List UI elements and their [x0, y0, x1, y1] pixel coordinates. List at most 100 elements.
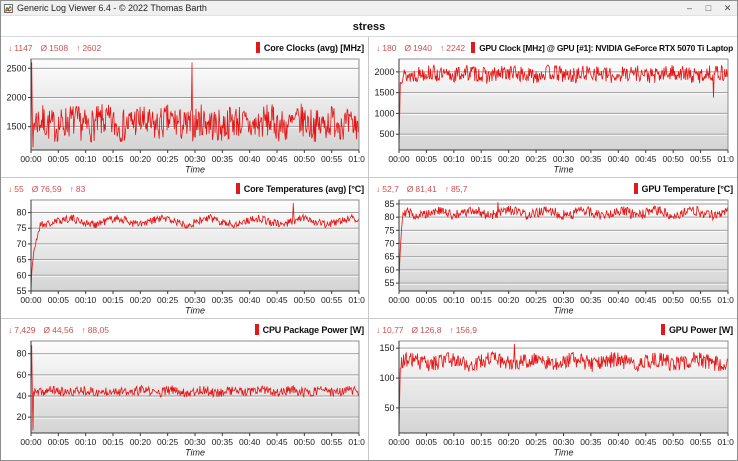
svg-text:75: 75	[384, 225, 394, 235]
stat-min-value: 10,77	[382, 324, 404, 335]
svg-text:00:10: 00:10	[75, 437, 97, 447]
svg-text:85: 85	[384, 199, 394, 209]
svg-text:00:25: 00:25	[525, 295, 547, 305]
stat-min: ↓ 55	[8, 184, 24, 194]
svg-text:01:00: 01:00	[348, 154, 365, 164]
avg-symbol-icon: Ø	[31, 183, 39, 194]
svg-text:80: 80	[384, 212, 394, 222]
stat-max-value: 88,05	[87, 324, 109, 335]
svg-text:00:55: 00:55	[321, 295, 343, 305]
chart-title-text: Core Clocks (avg) [MHz]	[263, 42, 364, 53]
app-icon	[4, 3, 13, 13]
chart-panel-gpu-clock: ↓ 180 Ø 1940 ↑ 2242 GPU Clock [MHz] @ GPU […	[369, 37, 737, 178]
stat-max: ↑ 85,7	[445, 184, 468, 194]
chart-title: Core Temperatures (avg) [°C]	[235, 183, 364, 194]
chart-header: ↓ 55 Ø 76,59 ↑ 83 Core Temperatures (avg) […	[5, 180, 365, 197]
svg-text:00:00: 00:00	[20, 437, 42, 447]
svg-text:00:55: 00:55	[690, 295, 712, 305]
min-arrow-icon: ↓	[8, 42, 13, 53]
avg-symbol-icon: Ø	[40, 42, 48, 53]
svg-text:1500: 1500	[374, 88, 394, 98]
svg-text:00:00: 00:00	[20, 154, 42, 164]
max-arrow-icon: ↑	[81, 324, 86, 335]
chart-plot-core-clocks[interactable]: 1500 2000 2500 00:00 00:05 00:10 00:15 00:20 00:…	[5, 56, 365, 177]
stat-avg: Ø 1940	[404, 43, 432, 53]
window-title: Generic Log Viewer 6.4 - © 2022 Thomas B…	[17, 3, 207, 13]
svg-text:Time: Time	[554, 165, 574, 175]
svg-text:00:30: 00:30	[553, 154, 575, 164]
chart-plot-cpu-package-power[interactable]: 20 40 60 80 00:00 00:05 00:10 00:15 00:20 00:25 00…	[5, 338, 365, 460]
svg-text:1500: 1500	[6, 122, 26, 132]
stat-min: ↓ 7,429	[8, 325, 36, 335]
chart-panel-gpu-power: ↓ 10,77 Ø 126,8 ↑ 156,9 GPU Power [W] 50 100…	[369, 319, 737, 460]
svg-text:00:15: 00:15	[471, 154, 493, 164]
svg-text:2500: 2500	[6, 63, 26, 73]
chart-panel-core-clocks: ↓ 1147 Ø 1508 ↑ 2602 Core Clocks (avg) [MHz…	[1, 37, 369, 178]
maximize-button[interactable]: □	[705, 2, 712, 13]
svg-text:00:05: 00:05	[416, 154, 438, 164]
chart-panel-cpu-package-power: ↓ 7,429 Ø 44,56 ↑ 88,05 CPU Package Power […	[1, 319, 369, 460]
chart-plot-core-temperatures[interactable]: 55 60 65 70 75 80 00:00 00:05 00:10 00:15 00:20 00:…	[5, 197, 365, 318]
svg-text:00:50: 00:50	[294, 295, 316, 305]
stat-max-value: 2602	[82, 42, 102, 53]
avg-symbol-icon: Ø	[411, 324, 419, 335]
stat-avg-value: 44,56	[52, 324, 74, 335]
max-arrow-icon: ↑	[439, 42, 445, 53]
stat-max-value: 2242	[446, 42, 466, 53]
close-button[interactable]: ✕	[723, 2, 732, 13]
chart-header: ↓ 10,77 Ø 126,8 ↑ 156,9 GPU Power [W]	[373, 321, 734, 338]
chart-plot-gpu-clock[interactable]: 500 1000 1500 2000 00:00 00:05 00:10 00:15 00:20…	[373, 56, 734, 177]
svg-text:2000: 2000	[374, 67, 394, 77]
svg-text:01:00: 01:00	[717, 295, 734, 305]
svg-text:00:50: 00:50	[663, 154, 685, 164]
svg-text:500: 500	[379, 129, 394, 139]
svg-text:00:00: 00:00	[388, 437, 410, 447]
svg-text:00:55: 00:55	[321, 437, 343, 447]
svg-text:00:40: 00:40	[608, 295, 630, 305]
avg-symbol-icon: Ø	[404, 42, 412, 53]
svg-text:00:30: 00:30	[553, 295, 575, 305]
svg-text:55: 55	[16, 286, 26, 296]
series-color-marker	[471, 42, 476, 53]
chart-stats: ↓ 52,7 Ø 81,41 ↑ 85,7	[376, 184, 468, 194]
chart-stats: ↓ 180 Ø 1940 ↑ 2242	[376, 43, 465, 53]
svg-text:Time: Time	[185, 448, 205, 458]
stat-avg-value: 1940	[413, 42, 432, 53]
svg-text:80: 80	[16, 208, 26, 218]
svg-text:00:05: 00:05	[48, 295, 70, 305]
svg-text:2000: 2000	[6, 93, 26, 103]
chart-title: GPU Temperature [°C]	[633, 183, 733, 194]
chart-title-text: GPU Temperature [°C]	[641, 183, 733, 194]
svg-text:50: 50	[384, 403, 394, 413]
svg-text:00:05: 00:05	[48, 154, 70, 164]
svg-text:00:10: 00:10	[75, 295, 97, 305]
max-arrow-icon: ↑	[76, 42, 81, 53]
minimize-button[interactable]: –	[686, 2, 692, 13]
stat-max: ↑ 2602	[76, 43, 101, 53]
svg-text:60: 60	[16, 270, 26, 280]
svg-text:60: 60	[384, 265, 394, 275]
svg-text:00:35: 00:35	[212, 154, 234, 164]
chart-plot-gpu-power[interactable]: 50 100 150 00:00 00:05 00:10 00:15 00:20 00:25 00…	[373, 338, 734, 460]
stat-min: ↓ 52,7	[376, 184, 399, 194]
stat-max: ↑ 83	[70, 184, 86, 194]
stat-min: ↓ 1147	[8, 43, 33, 53]
avg-symbol-icon: Ø	[406, 183, 414, 194]
chart-title: GPU Clock [MHz] @ GPU [#1]: NVIDIA GeFor…	[471, 42, 733, 53]
series-color-marker	[235, 183, 240, 194]
series-color-marker	[660, 324, 665, 335]
svg-text:00:25: 00:25	[157, 295, 179, 305]
svg-text:00:40: 00:40	[239, 154, 261, 164]
svg-text:00:30: 00:30	[184, 154, 206, 164]
svg-text:00:35: 00:35	[580, 295, 602, 305]
svg-text:65: 65	[384, 252, 394, 262]
stat-avg: Ø 1508	[41, 43, 69, 53]
svg-text:70: 70	[384, 239, 394, 249]
svg-text:00:00: 00:00	[388, 154, 410, 164]
svg-text:00:25: 00:25	[525, 154, 547, 164]
svg-text:1000: 1000	[374, 108, 394, 118]
stat-min-value: 52,7	[382, 183, 399, 194]
chart-plot-gpu-temperature[interactable]: 55 60 65 70 75 80 85 00:00 00:05 00:10 00:15 00:20 0…	[373, 197, 734, 318]
chart-header: ↓ 52,7 Ø 81,41 ↑ 85,7 GPU Temperature [°C]	[373, 180, 734, 197]
svg-text:Time: Time	[554, 448, 574, 458]
